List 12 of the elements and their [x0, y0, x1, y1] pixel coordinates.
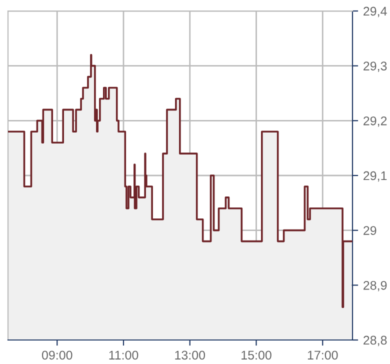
- y-tick-label: 28,9: [364, 280, 387, 292]
- y-tick-label: 29: [364, 226, 376, 235]
- x-tick-label: 15:00: [242, 350, 272, 360]
- y-tick-label: 29,1: [364, 171, 387, 182]
- x-tick-label: 11:00: [109, 350, 138, 360]
- y-tick-label: 29,3: [364, 62, 387, 72]
- x-tick-label: 17:00: [308, 350, 338, 360]
- y-tick-label: 28,8: [364, 336, 387, 346]
- y-tick-label: 29,4: [364, 6, 387, 18]
- x-tick-label: 13:00: [175, 350, 206, 360]
- y-tick-label: 29,2: [364, 116, 387, 127]
- x-tick-label: 09:00: [42, 350, 72, 360]
